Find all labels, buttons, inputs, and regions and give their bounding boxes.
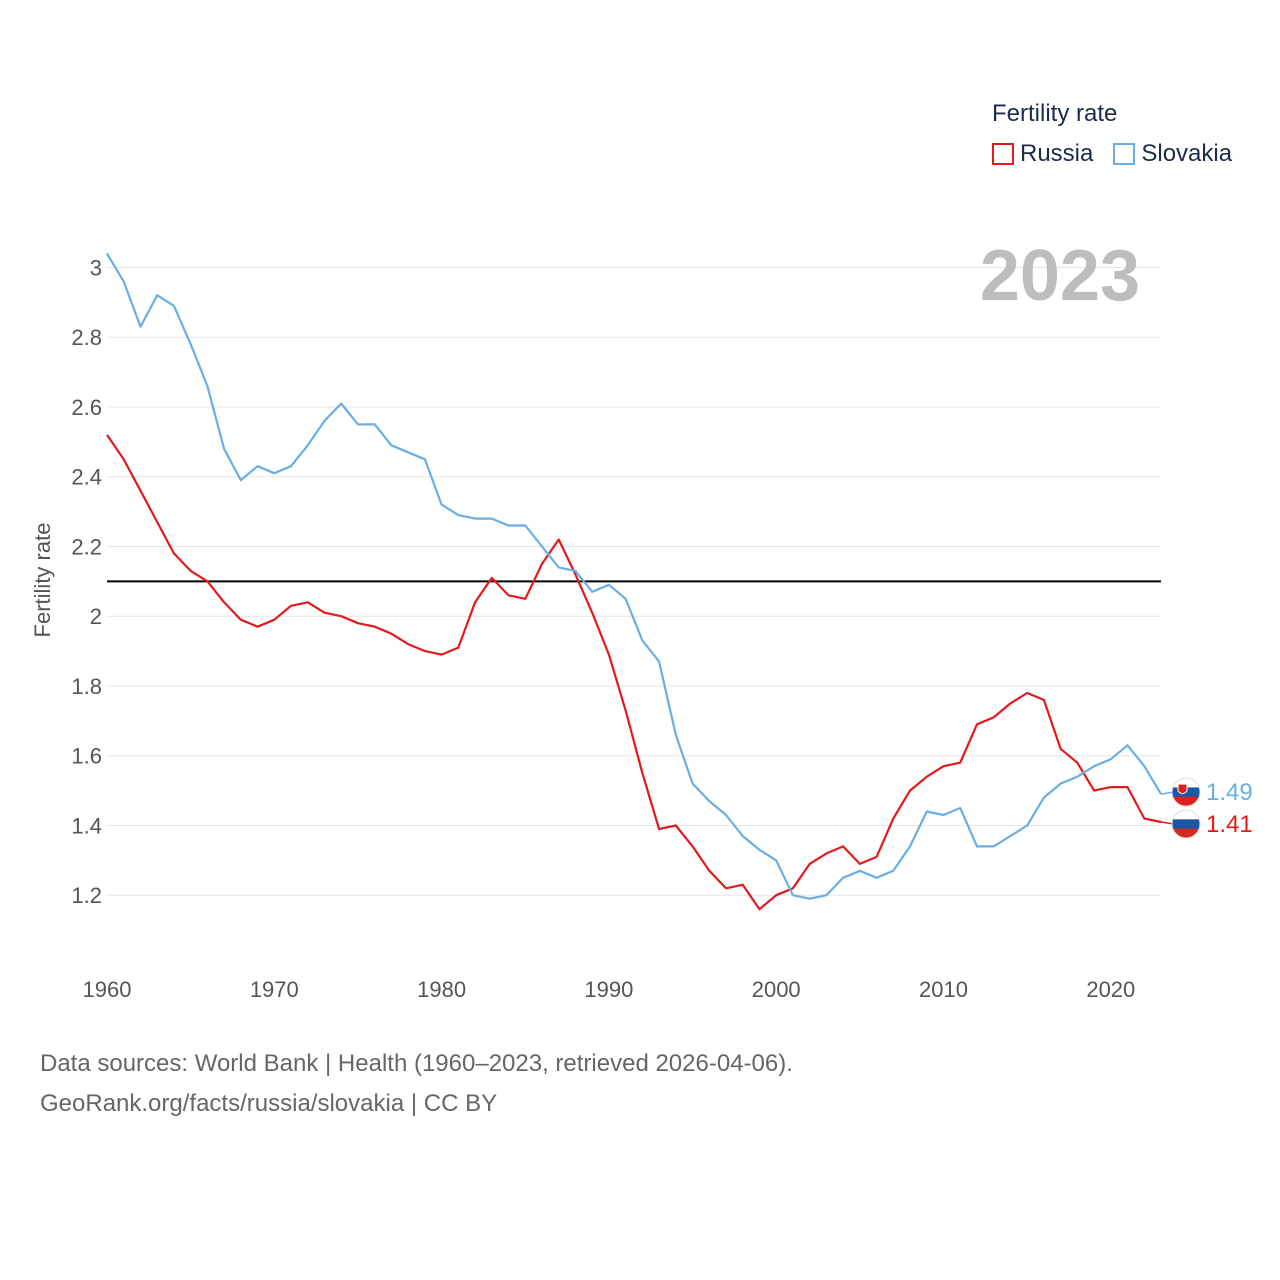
- x-tick-label: 2020: [1086, 977, 1135, 1002]
- x-axis-ticks: 1960 1970 1980 1990 2000 2010 2020: [83, 977, 1136, 1002]
- y-tick-label: 2: [90, 604, 102, 629]
- x-tick-label: 2010: [919, 977, 968, 1002]
- footer: Data sources: World Bank | Health (1960–…: [40, 1044, 793, 1124]
- x-tick-label: 1970: [250, 977, 299, 1002]
- legend-title: Fertility rate: [992, 100, 1118, 127]
- legend-item-russia[interactable]: Russia: [992, 140, 1093, 168]
- legend-item-slovakia[interactable]: Slovakia: [1113, 140, 1232, 168]
- legend-label-russia: Russia: [1020, 140, 1094, 167]
- x-tick-label: 2000: [752, 977, 801, 1002]
- y-axis-label: Fertility rate: [30, 523, 55, 638]
- y-tick-label: 1.2: [71, 883, 102, 908]
- year-label: 2023: [980, 236, 1140, 316]
- y-axis-ticks: 1.2 1.4 1.6 1.8 2 2.2 2.4 2.6 2.8 3: [71, 255, 102, 908]
- gridlines: [107, 266, 1161, 896]
- x-tick-label: 1990: [584, 977, 633, 1002]
- legend-label-slovakia: Slovakia: [1141, 140, 1233, 167]
- y-tick-label: 3: [90, 255, 102, 280]
- series-line-slovakia: [106, 252, 1162, 900]
- y-tick-label: 2.8: [71, 325, 102, 350]
- end-markers: 1.41 1.49: [1160, 777, 1253, 839]
- end-value-russia: 1.41: [1206, 811, 1253, 838]
- flag-russia-icon: [1171, 809, 1201, 839]
- y-tick-label: 2.4: [71, 465, 102, 490]
- legend-swatch-russia: [992, 143, 1014, 165]
- y-tick-label: 2.6: [71, 395, 102, 420]
- end-value-slovakia: 1.49: [1206, 779, 1253, 806]
- y-tick-label: 2.2: [71, 534, 102, 559]
- series-lines: [106, 252, 1162, 911]
- y-tick-label: 1.6: [71, 744, 102, 769]
- legend: Fertility rate Russia Slovakia: [992, 100, 1252, 168]
- flag-slovakia-icon: [1171, 777, 1201, 807]
- x-tick-label: 1980: [417, 977, 466, 1002]
- x-tick-label: 1960: [83, 977, 132, 1002]
- series-line-russia: [106, 434, 1162, 911]
- y-tick-label: 1.8: [71, 674, 102, 699]
- legend-items: Russia Slovakia: [992, 140, 1252, 168]
- source-link[interactable]: GeoRank.org/facts/russia/slovakia | CC B…: [40, 1090, 498, 1117]
- legend-swatch-slovakia: [1113, 143, 1136, 165]
- y-tick-label: 1.4: [71, 813, 102, 838]
- data-sources: Data sources: World Bank | Health (1960–…: [40, 1050, 793, 1077]
